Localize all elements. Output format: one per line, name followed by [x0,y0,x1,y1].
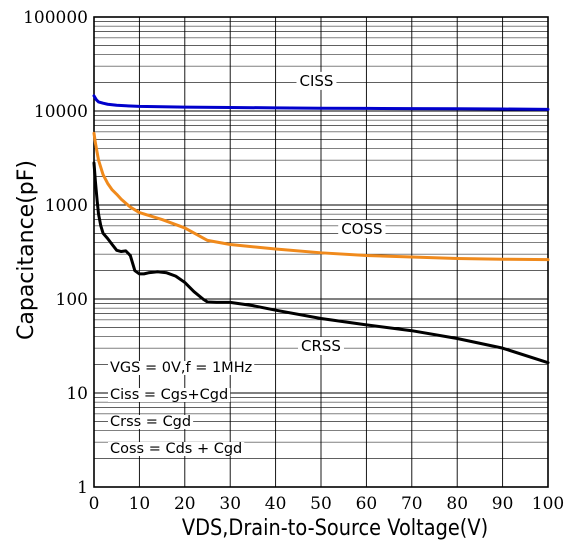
x-tick-label: 40 [265,494,287,514]
condition-note-background [108,388,231,402]
x-tick-label: 0 [89,494,100,514]
condition-note: Coss = Cds + Cgd [110,441,242,457]
series-label-ciss: CISS [299,72,333,90]
y-tick-label: 10000 [34,102,88,122]
plot-frame [93,16,549,488]
condition-note: VGS = 0V,f = 1MHz [110,360,252,376]
x-tick-label: 50 [310,494,332,514]
x-tick-label: 70 [401,494,423,514]
y-axis-title: Capacitance(pF) [14,160,39,340]
y-tick-label: 100000 [23,8,88,28]
condition-note-background [108,361,255,375]
series-line-ciss [92,94,550,111]
series-line-coss [92,131,550,262]
x-tick-label: 60 [356,494,378,514]
series-layer [92,94,550,365]
condition-note: Ciss = Cgs+Cgd [110,387,228,403]
x-tick-label: 10 [129,494,151,514]
series-label-background [296,71,337,90]
x-tick-label: 20 [174,494,196,514]
grid-lines [94,17,548,487]
x-axis-title: VDS,Drain-to-Source Voltage(V) [182,515,488,540]
series-label-coss: COSS [341,220,382,238]
series-line-crss [92,161,550,365]
condition-note-background [108,442,245,456]
x-tick-label: 30 [219,494,241,514]
series-label-crss: CRSS [301,337,341,355]
condition-note: Crss = Cgd [110,414,191,430]
x-tick-label: 90 [492,494,514,514]
y-tick-label: 10 [66,384,88,404]
condition-note-background [108,415,194,429]
series-label-background [338,220,386,239]
x-tick-label: 100 [532,494,564,514]
annotations: VGS = 0V,f = 1MHz Ciss = Cgs+Cgd Crss = Cg… [108,360,255,457]
y-tick-label: 100 [56,290,88,310]
y-tick-label: 1000 [45,196,88,216]
x-tick-label: 80 [446,494,468,514]
y-tick-label: 1 [77,478,88,498]
series-label-background [298,336,344,355]
tick-labels: 0 10 20 30 40 50 60 70 80 90 100110100100010000100… [23,8,564,514]
